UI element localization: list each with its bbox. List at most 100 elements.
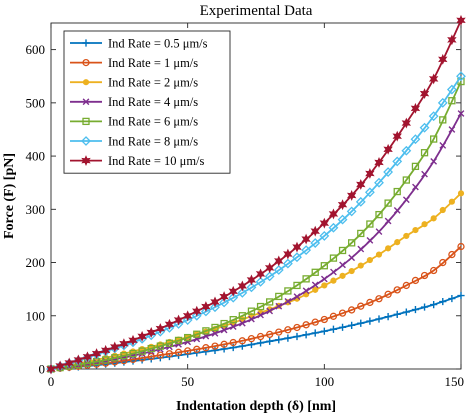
data-point [346,190,357,201]
data-point [220,319,228,328]
y-axis-title: Force (F) [pN] [2,153,17,239]
data-point [264,271,275,282]
data-point [384,199,392,207]
data-point [275,328,283,336]
data-point [210,302,220,313]
data-point [420,149,429,157]
data-point [330,277,337,284]
data-point [173,319,184,329]
data-point [439,116,447,124]
data-point [273,265,284,275]
data-point [364,187,375,198]
data-point [393,310,401,318]
legend-label: Ind Rate = 0.5 μm/s [108,36,208,50]
data-point [302,287,310,295]
legend-item: Ind Rate = 4 μm/s [70,95,198,109]
data-point [284,326,292,334]
data-point [147,344,155,353]
data-point [229,316,237,324]
data-point [220,326,228,334]
series-6 [46,14,466,375]
data-point [128,334,138,346]
data-point [383,167,394,177]
data-point [311,268,319,276]
data-point [119,338,129,350]
legend-label: Ind Rate = 2 μm/s [108,76,198,90]
data-point [210,296,220,308]
data-point [321,282,328,289]
data-point [237,287,248,298]
data-point [419,88,430,100]
x-axis-title: Indentation depth (δ) [nm] [176,399,336,414]
data-point [411,305,420,314]
data-point [448,126,456,133]
data-point [329,254,338,262]
data-point [311,281,319,289]
data-point [284,334,292,342]
data-point [420,303,429,311]
data-point [457,190,465,197]
data-point [438,53,448,65]
data-point [329,325,338,333]
legend-label: Ind Rate = 4 μm/s [108,95,198,109]
data-point [266,330,274,339]
data-point [301,233,311,245]
data-point [220,340,228,348]
data-point [174,348,183,356]
data-point [402,308,410,316]
data-point [385,245,392,252]
data-point [310,225,320,237]
series-layer [46,14,466,375]
data-point [375,228,383,236]
data-point [102,356,110,364]
data-point [457,242,465,251]
data-point [402,196,410,204]
y-tick-label: 200 [26,255,46,270]
legend-marker [81,155,91,167]
data-point [357,319,365,327]
data-point [348,254,356,262]
data-point [439,206,446,214]
data-point [428,111,439,122]
x-tick-label: 0 [48,374,55,389]
data-point [184,333,192,342]
data-point [356,179,366,190]
data-point [447,34,457,46]
data-point [202,327,210,335]
data-point [328,222,339,233]
data-point [348,321,356,329]
data-point [147,352,155,361]
data-point [457,291,465,300]
data-point [375,251,383,258]
x-tick-label: 50 [181,374,194,389]
legend-item: Ind Rate = 8 μm/s [70,134,198,148]
data-point [312,286,319,293]
data-point [410,134,421,145]
data-point [255,268,266,280]
data-point [365,168,375,179]
series-line [50,294,462,370]
legend-marker [82,98,90,106]
data-point [384,313,392,321]
data-point [448,294,456,303]
data-point [456,14,466,26]
data-point [238,312,246,320]
data-point [448,198,455,205]
data-point [138,347,146,355]
data-point [211,329,219,337]
data-point [284,298,292,305]
data-point [111,354,119,362]
series-line [50,245,462,370]
data-point [164,318,175,330]
data-point [82,351,93,363]
data-point [383,143,393,155]
data-point [439,258,447,267]
x-tick-label: 150 [445,374,465,389]
data-point [292,252,302,263]
data-point [120,352,128,360]
data-point [228,285,238,297]
legend-marker [82,79,90,86]
data-point [448,97,456,105]
data-point [366,317,374,325]
